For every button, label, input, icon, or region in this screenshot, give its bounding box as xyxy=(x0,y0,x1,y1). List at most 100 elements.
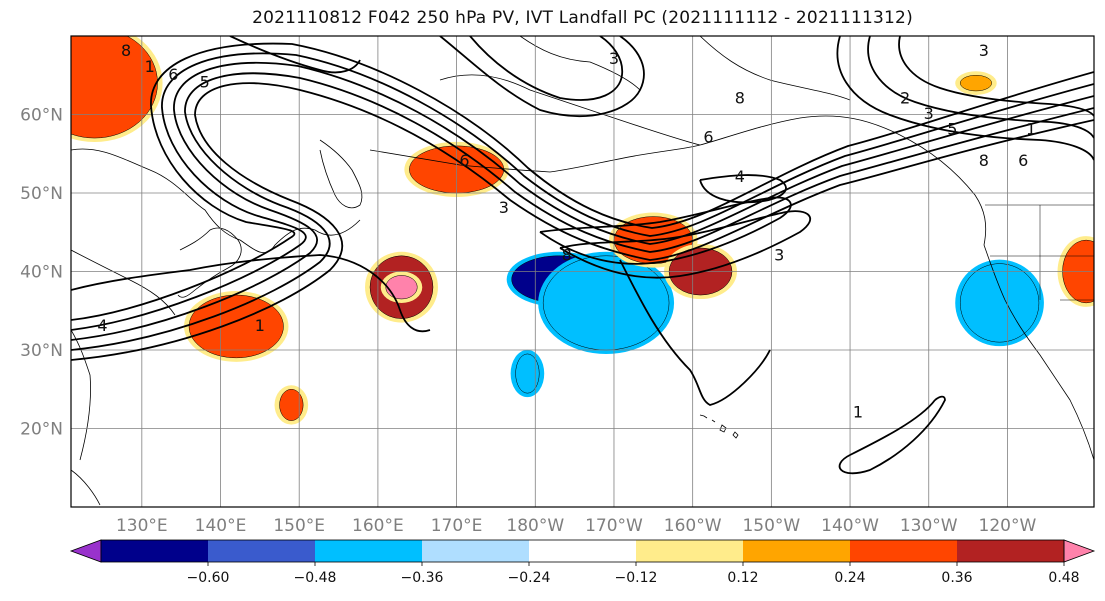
contour-line xyxy=(71,52,1094,331)
state-borders xyxy=(985,204,1094,301)
contour-line xyxy=(71,62,1094,341)
colorbar-tick-label: 0.36 xyxy=(941,570,972,586)
colorbar-segment xyxy=(422,540,529,562)
latitude-tick-label: 30°N xyxy=(20,341,63,361)
latitude-tick-label: 50°N xyxy=(20,184,63,204)
contour-label: 8 xyxy=(979,151,989,170)
contour-label: 1 xyxy=(145,57,155,76)
colorbar-segment xyxy=(529,540,636,562)
contour-label: 3 xyxy=(774,245,784,264)
contour-label: 8 xyxy=(562,245,572,264)
contour-label: 5 xyxy=(947,120,957,139)
colorbar-tick-label: 0.12 xyxy=(727,570,758,586)
longitude-tick-label: 160°E xyxy=(352,516,404,536)
contour-label: 8 xyxy=(121,41,131,60)
contour-line xyxy=(229,36,361,74)
contour-label: 6 xyxy=(703,128,713,147)
contour-line xyxy=(838,395,946,475)
pv-anomaly-region xyxy=(385,275,418,300)
latitude-tick-label: 20°N xyxy=(20,420,63,440)
colorbar-tick-label: −0.36 xyxy=(401,570,444,586)
contour-label: 8 xyxy=(735,88,745,107)
colorbar-frame xyxy=(100,539,1065,563)
contour-label: 3 xyxy=(609,49,619,68)
contour-line xyxy=(71,42,1094,321)
colorbar-segment xyxy=(743,540,850,562)
contour-line xyxy=(539,196,792,265)
contour-label: 6 xyxy=(168,65,178,84)
contour-label: 4 xyxy=(97,316,107,335)
colorbar-tick-label: 0.24 xyxy=(834,570,865,586)
coastline-arctic xyxy=(519,36,851,101)
contour-label: 6 xyxy=(459,151,469,170)
colorbar-segment xyxy=(315,540,422,562)
longitude-tick-label: 150°E xyxy=(273,516,325,536)
longitude-tick-label: 170°W xyxy=(585,516,643,536)
pv-anomaly-region xyxy=(71,36,158,139)
longitude-tick-label: 140°E xyxy=(195,516,247,536)
contour-label: 5 xyxy=(200,73,210,92)
pv-anomaly-region xyxy=(515,353,540,394)
longitude-tick-label: 150°W xyxy=(742,516,800,536)
pv-anomaly-region xyxy=(188,294,284,359)
longitude-tick-label: 160°W xyxy=(664,516,722,536)
longitude-tick-label: 130°E xyxy=(116,516,168,536)
latitude-tick-label: 40°N xyxy=(20,263,63,283)
contour-label: 6 xyxy=(1018,151,1028,170)
contour-label: 1 xyxy=(1026,120,1036,139)
longitude-tick-label: 170°E xyxy=(431,516,483,536)
pv-anomaly-region xyxy=(279,389,304,421)
contour-label: 2 xyxy=(900,88,910,107)
coastline-kamchatka xyxy=(319,139,363,209)
contour-label: 3 xyxy=(979,41,989,60)
contour-line xyxy=(439,36,645,117)
latitude-labels: 60°N 50°N 40°N 30°N 20°N xyxy=(20,106,63,440)
colorbar-tick-label: 0.48 xyxy=(1048,570,1079,586)
contour-label: 3 xyxy=(924,104,934,123)
contour-label: 1 xyxy=(853,402,863,421)
contour-line xyxy=(619,259,771,406)
colorbar-extend-high xyxy=(1063,539,1096,563)
pv-contour-lines xyxy=(71,36,1094,475)
colorbar-segment xyxy=(101,540,208,562)
latitude-tick-label: 60°N xyxy=(20,106,63,126)
colorbar-tick-label: −0.12 xyxy=(615,570,658,586)
contour-line xyxy=(699,174,787,204)
longitude-tick-label: 120°W xyxy=(979,516,1037,536)
contour-line xyxy=(469,36,624,101)
colorbar: −0.60 −0.48 −0.36 −0.24 −0.12 0.12 0.24 0.36 0.4… xyxy=(69,539,1096,586)
coastline-layer xyxy=(71,36,1094,506)
contour-line xyxy=(867,36,1094,139)
coastline-japan xyxy=(177,227,242,298)
colorbar-segment xyxy=(957,540,1064,562)
colorbar-extend-low xyxy=(69,539,102,563)
contour-line xyxy=(559,210,812,279)
pv-anomaly-region xyxy=(959,263,1040,343)
coastline-aleutians xyxy=(369,144,701,173)
contour-label: 4 xyxy=(735,167,745,186)
contour-line xyxy=(71,254,431,333)
pv-anomaly-region xyxy=(959,75,992,92)
colorbar-tick-label: −0.24 xyxy=(508,570,551,586)
coastline-north-america-west xyxy=(983,244,1094,461)
longitude-tick-label: 130°W xyxy=(900,516,958,536)
longitude-labels: 130°E 140°E 150°E 160°E 170°E 180°W 170°W 160°W… xyxy=(116,516,1037,536)
coastline-alaska xyxy=(439,74,987,246)
contour-label: 1 xyxy=(255,316,265,335)
colorbar-tick-label: −0.60 xyxy=(187,570,230,586)
hawaii-islands xyxy=(699,414,739,439)
figure-title: 2021110812 F042 250 hPa PV, IVT Landfall… xyxy=(252,8,913,28)
longitude-tick-label: 180°W xyxy=(506,516,564,536)
longitude-tick-label: 140°W xyxy=(821,516,879,536)
contour-line xyxy=(898,36,1094,117)
colorbar-segment xyxy=(636,540,743,562)
contour-line xyxy=(71,72,1094,351)
map-frame xyxy=(70,35,1095,508)
colorbar-segment xyxy=(208,540,315,562)
colorbar-segment xyxy=(850,540,957,562)
colorbar-tick-label: −0.48 xyxy=(294,570,337,586)
contour-label: 3 xyxy=(499,198,509,217)
contour-line xyxy=(836,36,1094,161)
